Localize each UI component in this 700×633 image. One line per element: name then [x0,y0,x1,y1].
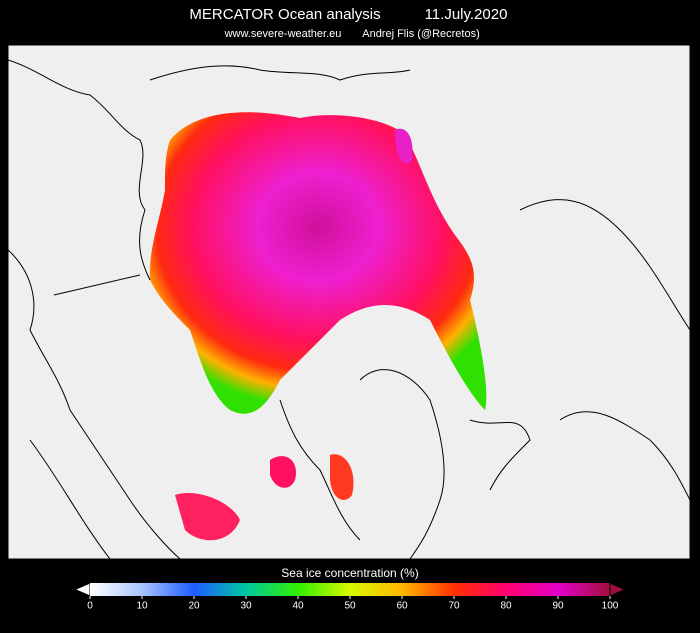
colorbar-tick-label: 0 [87,601,93,612]
colorbar-tick-label: 10 [136,601,148,612]
colorbar-tick-label: 40 [292,601,304,612]
source: www.severe-weather.eu [224,28,342,40]
author: Andrej Flis (@Recretos) [362,28,480,40]
colorbar-high-arrow [609,582,627,597]
sea-ice [149,112,487,414]
sea-ice [270,456,296,488]
coastlines [8,59,690,559]
sea-ice [175,492,240,541]
colorbar-tick-label: 90 [552,601,564,612]
colorbar-tick-label: 30 [240,601,252,612]
colorbar-tick-label: 50 [344,601,356,612]
date: 11.July.2020 [425,6,508,23]
map [8,45,690,559]
title: MERCATOR Ocean analysis [189,6,380,23]
map-frame [7,44,691,560]
colorbar-label: Sea ice concentration (%) [281,566,418,580]
colorbar-tick-label: 60 [396,601,408,612]
sea-ice [395,128,413,164]
colorbar-tick-label: 100 [602,601,619,612]
colorbar-low-arrow [73,582,91,597]
colorbar-tick-label: 70 [448,601,460,612]
colorbar-bar [90,583,610,596]
sea-ice [330,454,354,500]
colorbar: 0 10 20 30 40 50 60 70 80 90 100 [73,582,627,612]
colorbar-tick-label: 80 [500,601,512,612]
colorbar-tick-label: 20 [188,601,200,612]
